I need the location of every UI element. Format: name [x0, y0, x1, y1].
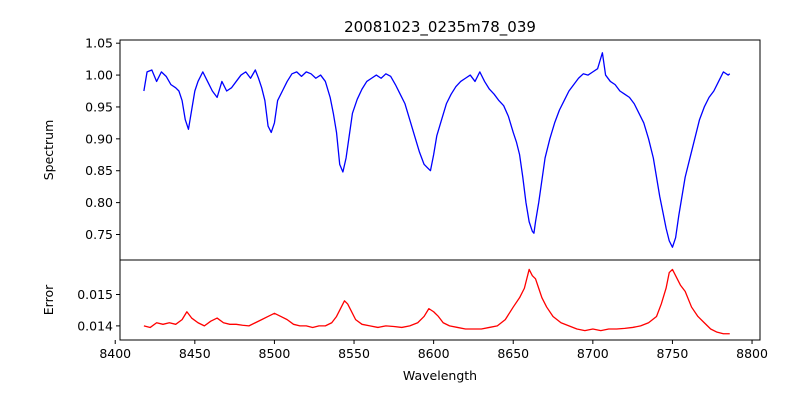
error-x-tick-label: 8800	[736, 346, 768, 361]
spectrum-series-line	[143, 52, 731, 248]
spectrum-y-tick-label: 0.80	[85, 195, 113, 210]
spectrum-y-tick-label: 0.90	[85, 131, 113, 146]
error-x-tick-label: 8550	[338, 346, 370, 361]
error-x-tick-label: 8400	[99, 346, 131, 361]
spectrum-y-tick-label: 1.00	[85, 68, 113, 83]
error-axes-frame	[119, 259, 761, 341]
error-x-tick-label: 8500	[259, 346, 291, 361]
y-axis-label-error: Error	[41, 284, 56, 315]
spectrum-y-tick-label: 1.05	[85, 36, 113, 51]
error-x-tick-label: 8700	[577, 346, 609, 361]
x-axis-label: Wavelength	[403, 368, 477, 383]
spectrum-y-tick-label: 0.95	[85, 99, 113, 114]
y-axis-label-spectrum: Spectrum	[41, 120, 56, 181]
error-x-tick-label: 8600	[418, 346, 450, 361]
chart-title: 20081023_0235m78_039	[344, 18, 536, 37]
error-panel: 0.014 0.015 8400 8450 8500 8550 8600 8650 8700 87…	[77, 259, 768, 361]
error-y-tick-label: 0.014	[77, 318, 113, 333]
error-series-line	[143, 268, 730, 335]
spectrum-y-tick-label: 0.75	[85, 227, 113, 242]
spectrum-y-tick-label: 0.85	[85, 163, 113, 178]
error-x-tick-label: 8750	[657, 346, 689, 361]
error-y-tick-label: 0.015	[77, 287, 113, 302]
error-x-tick-label: 8650	[497, 346, 529, 361]
error-x-tick-label: 8450	[179, 346, 211, 361]
